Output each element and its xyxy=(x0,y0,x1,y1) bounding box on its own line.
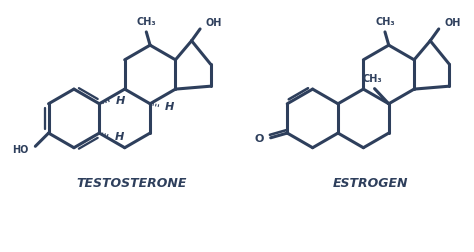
Text: CH₃: CH₃ xyxy=(363,74,382,84)
Text: H: H xyxy=(165,102,174,112)
Text: CH₃: CH₃ xyxy=(375,17,395,27)
Text: OH: OH xyxy=(445,17,461,27)
Text: TESTOSTERONE: TESTOSTERONE xyxy=(77,176,187,189)
Text: H: H xyxy=(116,96,125,106)
Text: O: O xyxy=(255,133,264,143)
Text: OH: OH xyxy=(206,17,222,27)
Text: CH₃: CH₃ xyxy=(137,17,156,27)
Text: ESTROGEN: ESTROGEN xyxy=(333,176,408,189)
Text: HO: HO xyxy=(12,144,28,154)
Text: H: H xyxy=(114,131,124,141)
